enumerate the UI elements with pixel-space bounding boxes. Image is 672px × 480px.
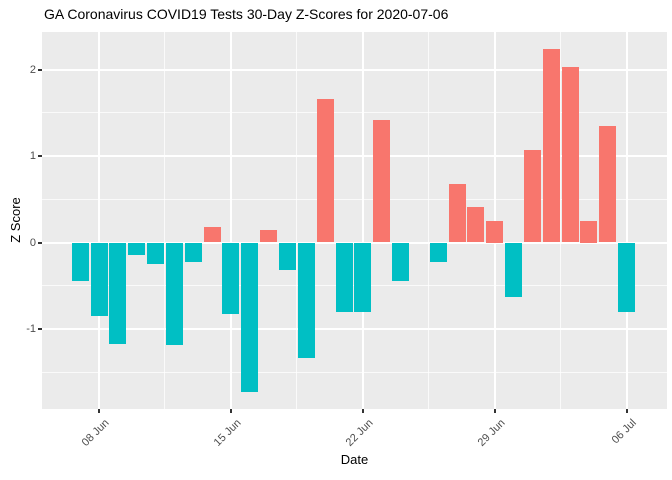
bar-positive [373,119,391,243]
y-tick-mark [38,328,42,330]
bar-positive [467,207,485,243]
x-axis-title: Date [340,452,369,467]
gridline-vertical-minor [164,32,166,409]
x-tick-label: 08 Jun [79,417,112,449]
x-tick-mark [229,409,232,413]
x-tick-mark [98,409,101,413]
gridline-horizontal-major [42,68,667,71]
chart-title: GA Coronavirus COVID19 Tests 30-Day Z-Sc… [44,6,449,22]
gridline-vertical-minor [296,32,298,409]
x-tick-mark [493,409,496,413]
bar-negative [429,242,447,263]
bar-negative [618,242,636,312]
y-tick-mark [38,241,42,244]
x-tick-label: 22 Jun [343,417,376,449]
x-tick-label: 06 Jul [609,417,640,447]
gridline-vertical-major [229,32,232,409]
bar-negative [335,242,353,312]
bar-negative [109,242,127,344]
y-tick-mark [38,155,42,157]
y-tick-label: -1 [26,323,36,335]
gridline-horizontal-minor [42,371,667,373]
gridline-horizontal-major [42,155,667,157]
bar-positive [523,149,541,243]
bar-positive [542,48,560,243]
bar-positive [316,98,334,243]
bar-negative [90,242,108,317]
bar-negative [222,242,240,315]
bar-negative [147,242,165,265]
gridline-vertical-major [493,32,496,409]
bar-negative [278,242,296,271]
bar-positive [580,220,598,243]
bar-negative [297,242,315,358]
bar-negative [128,242,146,256]
gridline-horizontal-minor [42,198,667,200]
y-tick-mark [38,68,42,71]
bar-negative [392,242,410,282]
bar-positive [486,220,504,243]
bar-positive [561,66,579,243]
y-tick-label: 0 [29,236,36,249]
x-tick-label: 15 Jun [211,417,244,449]
bar-positive [203,226,221,243]
bar-negative [165,242,183,345]
gridline-vertical-minor [428,32,430,409]
bar-positive [260,230,278,243]
x-tick-mark [361,409,364,413]
bar-positive [599,125,617,243]
x-tick-mark [625,409,628,413]
plot-panel [42,32,667,409]
bar-negative [184,242,202,263]
bar-positive [448,183,466,243]
bar-negative [354,242,372,312]
gridline-horizontal-minor [42,112,667,114]
bar-negative [241,242,259,393]
gridline-vertical-major [98,32,101,409]
gridline-vertical-minor [560,32,562,409]
x-tick-label: 29 Jun [475,417,508,449]
gridline-horizontal-major [42,328,667,330]
y-tick-label: 1 [29,150,36,162]
gridline-vertical-major [625,32,628,409]
bar-negative [505,242,523,297]
y-tick-label: 2 [29,63,36,76]
gridline-vertical-major [361,32,364,409]
bar-negative [71,242,89,282]
